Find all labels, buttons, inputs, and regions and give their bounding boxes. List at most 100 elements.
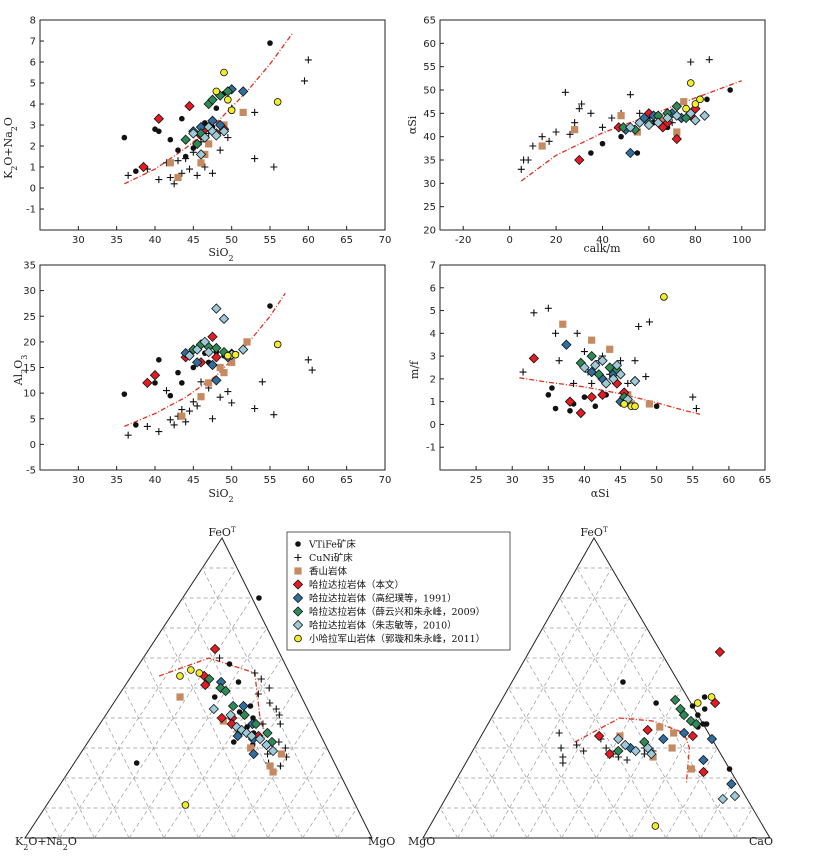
point-cuni (524, 156, 532, 164)
point-hld_zhu (613, 733, 624, 745)
point-cuni (182, 418, 190, 426)
data-marks (519, 293, 700, 419)
point-xiangshan (220, 369, 228, 377)
grid-line (734, 807, 753, 839)
legend-label-vtife: VTiFe矿床 (308, 539, 356, 551)
legend-marker-cuni (294, 554, 302, 561)
point-xhl (660, 293, 668, 301)
point-vtife (701, 706, 708, 712)
point-xhl (212, 87, 221, 96)
y-tick-label: 30 (423, 179, 436, 190)
point-vtife (190, 364, 197, 371)
x-tick-label: 45 (614, 475, 627, 486)
point-cuni (143, 422, 151, 430)
point-cuni (124, 431, 132, 439)
point-cuni (587, 109, 595, 117)
point-hld_this (575, 407, 586, 419)
trend-line (520, 80, 743, 182)
grid-line (700, 777, 736, 839)
point-cuni (575, 105, 583, 113)
point-hld_xue (227, 700, 239, 712)
x-tick-label: 55 (264, 235, 277, 246)
point-hld_zhu (662, 112, 673, 124)
point-cuni (166, 416, 174, 424)
legend-marker-xhl (294, 634, 302, 643)
point-xiangshan (197, 393, 205, 401)
point-hld_gao (238, 700, 249, 712)
x-tick-label: 30 (72, 475, 85, 486)
point-cuni (573, 329, 581, 337)
grid-line (302, 777, 343, 839)
x-axis-label: SiO2 (208, 487, 233, 504)
x-axis-label: calk/m (583, 242, 621, 255)
point-hld_this (671, 133, 682, 145)
x-tick-label: 60 (302, 475, 315, 486)
x-tick-label: 45 (187, 475, 200, 486)
point-cuni (186, 407, 193, 415)
grid-line (596, 687, 683, 839)
point-hld_zhu (199, 336, 210, 348)
point-hld_gao (625, 147, 636, 159)
y-tick-label: 5 (30, 414, 36, 425)
point-vtife (190, 145, 197, 151)
point-hld_this (604, 748, 615, 760)
point-hld_this (714, 646, 726, 658)
point-hld_zhu (690, 115, 701, 126)
point-hld_zhu (208, 703, 219, 715)
point-vtife (133, 422, 139, 428)
point-cuni (573, 741, 581, 749)
point-hld_gao (207, 359, 218, 371)
point-xhl (187, 666, 195, 674)
point-hld_zhu (590, 360, 601, 371)
point-cuni (552, 329, 560, 337)
point-cuni (251, 405, 259, 412)
point-hld_xue (678, 709, 690, 721)
point-hld_zhu (225, 709, 236, 721)
data-marks (121, 303, 316, 439)
point-xiangshan (673, 128, 681, 136)
x-axis-label: αSi (591, 487, 610, 500)
legend-marker-vtife (295, 541, 301, 547)
x-tick-label: 60 (723, 475, 736, 486)
point-hld_this (149, 370, 161, 381)
point-hld_zhu (717, 793, 728, 805)
point-xiangshan (174, 173, 182, 182)
point-vtife (618, 133, 624, 140)
point-xiangshan (269, 768, 277, 776)
point-cuni (174, 157, 182, 165)
point-hld_xue (586, 350, 597, 362)
grid-line (630, 717, 700, 839)
legend-marker-xiangshan (294, 567, 302, 575)
point-cuni (519, 368, 527, 376)
x-tick-label: 25 (470, 475, 483, 486)
point-vtife (202, 120, 208, 126)
x-tick-label: 40 (596, 235, 609, 246)
point-hld_gao (215, 119, 226, 131)
point-vtife (121, 391, 128, 397)
legend-marker-hld_xue (292, 606, 304, 617)
point-vtife (244, 724, 250, 730)
y-tick-label: 6 (30, 58, 36, 69)
grid-line (542, 627, 667, 839)
point-cuni (631, 357, 639, 365)
point-xhl (224, 351, 232, 360)
point-vtife (235, 679, 242, 685)
point-hld_gao (211, 375, 222, 386)
point-cuni (276, 720, 284, 728)
y-tick-label: 35 (23, 261, 36, 272)
point-hld_zhu (643, 119, 655, 131)
vertex-right-label: CaO (749, 835, 773, 848)
point-cuni (559, 759, 567, 767)
point-cuni (170, 421, 178, 429)
point-xhl (682, 104, 690, 113)
point-hld_zhu (254, 733, 266, 745)
grid-line (103, 717, 165, 839)
point-vtife (167, 392, 174, 399)
y-tick-label: 4 (430, 329, 436, 340)
point-cuni (626, 91, 634, 99)
point-hld_this (138, 161, 149, 173)
x-tick-label: 40 (149, 475, 162, 486)
grid-line (665, 747, 718, 839)
